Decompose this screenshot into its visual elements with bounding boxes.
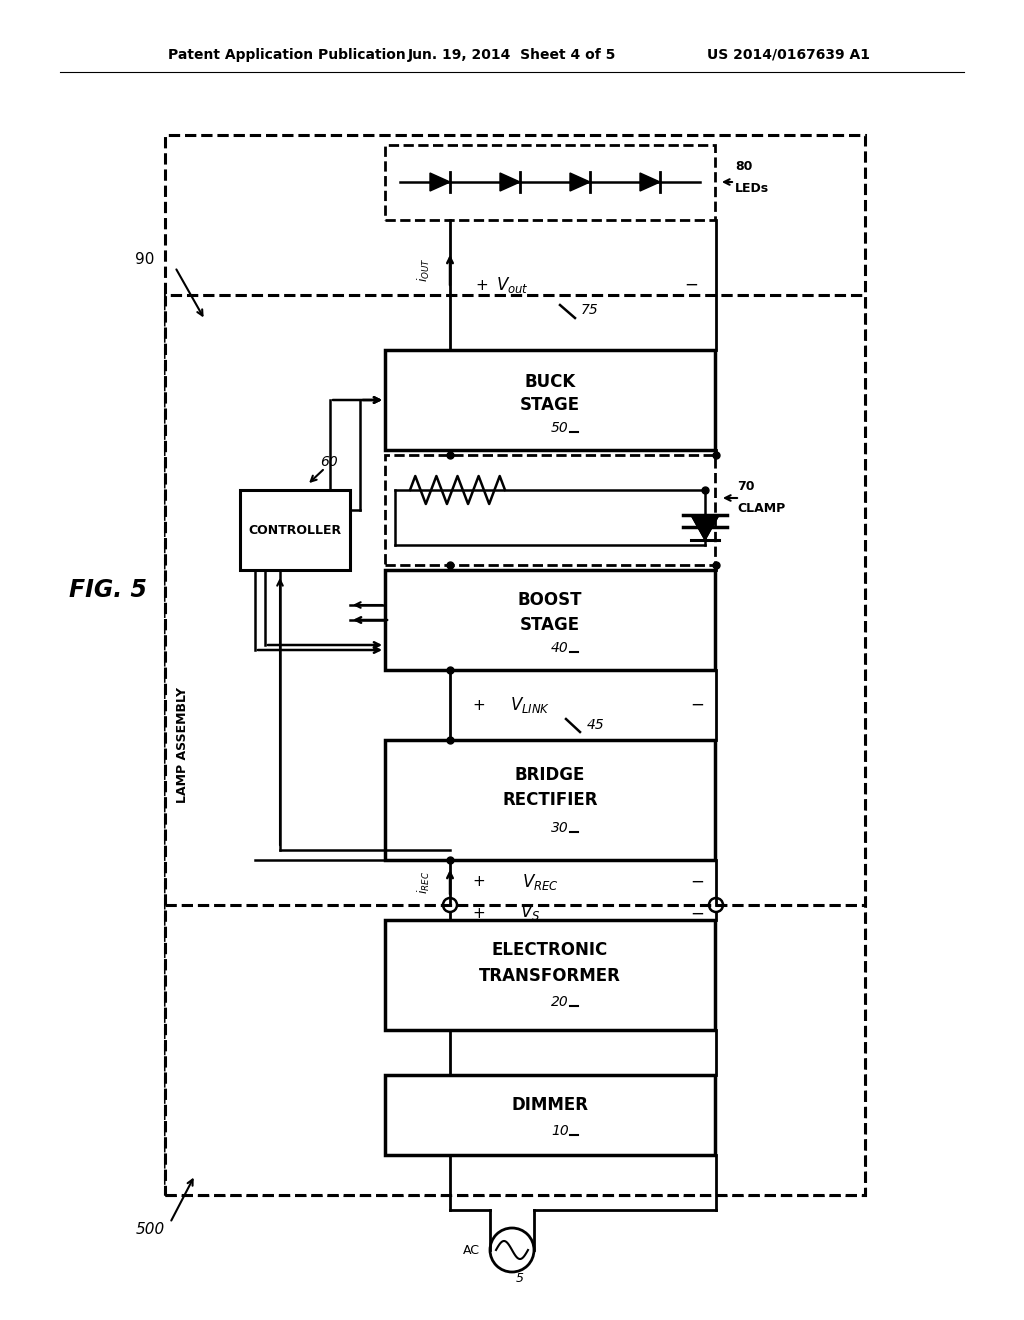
Text: 20: 20: [551, 995, 569, 1008]
Bar: [240, 490, 350, 570]
Text: 40: 40: [551, 642, 569, 655]
Text: DIMMER: DIMMER: [512, 1096, 589, 1114]
Text: STAGE: STAGE: [520, 616, 580, 634]
Text: +: +: [472, 907, 484, 921]
Text: 30: 30: [551, 821, 569, 836]
Text: Patent Application Publication: Patent Application Publication: [168, 48, 406, 62]
Text: $V_{REC}$: $V_{REC}$: [521, 873, 558, 892]
Polygon shape: [570, 173, 590, 191]
Text: BRIDGE: BRIDGE: [515, 766, 585, 784]
Text: ELECTRONIC: ELECTRONIC: [492, 941, 608, 960]
Text: 70: 70: [737, 480, 755, 494]
Text: 45: 45: [587, 718, 605, 733]
Text: Jun. 19, 2014  Sheet 4 of 5: Jun. 19, 2014 Sheet 4 of 5: [408, 48, 616, 62]
Text: 50: 50: [551, 421, 569, 436]
Bar: [385, 741, 715, 861]
Text: 80: 80: [735, 161, 753, 173]
Text: 5: 5: [516, 1271, 524, 1284]
Bar: [165, 294, 865, 1195]
Text: $V_{out}$: $V_{out}$: [496, 275, 528, 294]
Polygon shape: [691, 515, 719, 540]
Text: US 2014/0167639 A1: US 2014/0167639 A1: [707, 48, 870, 62]
Polygon shape: [500, 173, 520, 191]
Text: −: −: [684, 276, 698, 294]
Text: LAMP ASSEMBLY: LAMP ASSEMBLY: [176, 686, 189, 803]
Text: TRANSFORMER: TRANSFORMER: [479, 968, 621, 985]
Text: 90: 90: [135, 252, 155, 268]
Text: +: +: [472, 697, 484, 713]
Text: 75: 75: [582, 304, 599, 317]
Bar: [385, 350, 715, 450]
Text: $i_{OUT}$: $i_{OUT}$: [416, 257, 432, 282]
Text: $V_{LINK}$: $V_{LINK}$: [510, 696, 550, 715]
Text: STAGE: STAGE: [520, 396, 580, 414]
Bar: [385, 145, 715, 220]
Text: FIG. 5: FIG. 5: [69, 578, 147, 602]
Bar: [385, 570, 715, 671]
Text: −: −: [690, 873, 705, 891]
Text: 500: 500: [135, 1222, 165, 1238]
Text: −: −: [690, 906, 705, 923]
Bar: [165, 135, 865, 1195]
Text: $V_S$: $V_S$: [520, 902, 541, 921]
Polygon shape: [640, 173, 660, 191]
Text: 10: 10: [551, 1125, 569, 1138]
Text: −: −: [690, 696, 705, 714]
Text: BOOST: BOOST: [518, 591, 583, 609]
Text: CLAMP: CLAMP: [737, 503, 785, 516]
Bar: [385, 920, 715, 1030]
Text: BUCK: BUCK: [524, 374, 575, 391]
Bar: [385, 1074, 715, 1155]
Text: 60: 60: [319, 455, 338, 469]
Bar: [385, 455, 715, 565]
Text: CONTROLLER: CONTROLLER: [249, 524, 342, 536]
Text: AC: AC: [463, 1243, 480, 1257]
Text: $i_{REC}$: $i_{REC}$: [416, 870, 432, 894]
Text: RECTIFIER: RECTIFIER: [502, 791, 598, 809]
Text: LEDs: LEDs: [735, 182, 769, 195]
Text: +: +: [475, 277, 487, 293]
Polygon shape: [430, 173, 450, 191]
Text: +: +: [472, 874, 484, 890]
